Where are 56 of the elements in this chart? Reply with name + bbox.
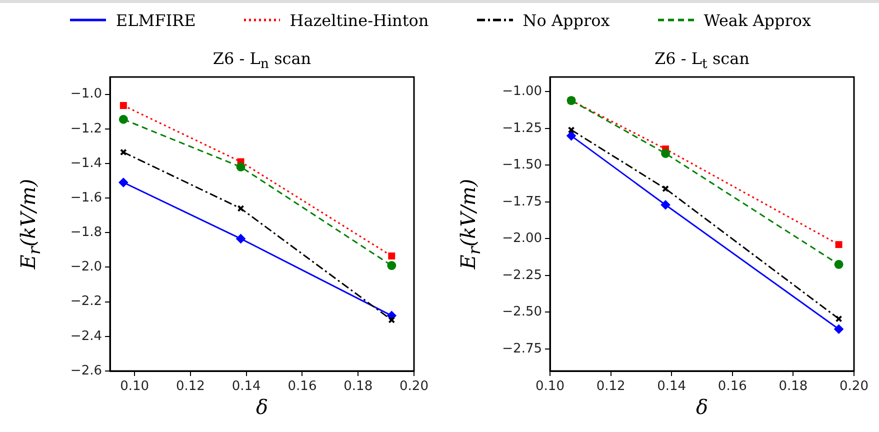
x-tick-label: 0.14	[657, 379, 686, 394]
y-tick-label: −1.00	[502, 84, 542, 100]
legend-label: No Approx	[522, 10, 610, 30]
chart-title: Z6 - L$_{n}$ scan	[212, 49, 312, 72]
point	[388, 252, 396, 260]
y-tick-label: −1.4	[70, 156, 102, 171]
point	[662, 185, 669, 192]
y-tick-label: −2.50	[502, 304, 542, 320]
point	[387, 261, 396, 270]
legend-label: Hazeltine-Hinton	[290, 10, 429, 30]
y-tick-label: −2.4	[70, 328, 102, 344]
legend-label: ELMFIRE	[116, 10, 196, 30]
y-tick-label: −1.0	[70, 86, 102, 102]
point	[237, 204, 244, 212]
y-tick-label: −1.75	[502, 194, 542, 210]
x-tick-label: 0.16	[288, 379, 317, 394]
x-tick-label: 0.18	[344, 379, 373, 394]
point	[118, 178, 128, 187]
point	[566, 131, 576, 140]
point	[118, 114, 128, 124]
x-tick-label: 0.16	[718, 379, 747, 394]
y-tick-label: −1.50	[502, 158, 542, 173]
y-tick-label: −1.2	[70, 121, 102, 136]
point	[661, 200, 670, 210]
y-tick-label: −2.25	[502, 268, 542, 283]
point	[120, 148, 127, 156]
point	[236, 234, 246, 244]
y-tick-label: −2.75	[502, 341, 542, 356]
x-tick-label: 0.14	[232, 379, 261, 394]
y-tick-label: −2.0	[70, 260, 102, 275]
x-axis-title: δ	[256, 395, 268, 419]
y-tick-label: −2.6	[70, 363, 102, 378]
y-tick-label: −2.2	[70, 294, 102, 310]
x-axis-title: δ	[696, 395, 708, 419]
x-tick-label: 0.10	[120, 379, 150, 394]
y-tick-label: −1.25	[502, 120, 542, 136]
x-tick-label: 0.20	[840, 379, 868, 394]
x-tick-label: 0.12	[596, 379, 626, 394]
point	[835, 315, 842, 322]
point	[236, 162, 246, 172]
point	[834, 260, 844, 269]
x-tick-label: 0.12	[176, 379, 205, 394]
x-tick-label: 0.18	[778, 379, 808, 394]
point	[661, 148, 670, 158]
legend-label: Weak Approx	[704, 10, 812, 30]
point	[834, 324, 844, 334]
point	[388, 316, 396, 324]
point	[120, 102, 127, 110]
x-tick-label: 0.10	[536, 379, 564, 394]
y-tick-label: −1.6	[70, 190, 102, 206]
point	[568, 126, 575, 134]
x-tick-label: 0.20	[400, 379, 428, 394]
y-tick-label: −1.8	[70, 225, 102, 240]
chart-title: Z6 - L$_{t}$ scan	[654, 49, 750, 72]
point	[835, 241, 842, 248]
y-tick-label: −2.00	[502, 231, 542, 246]
